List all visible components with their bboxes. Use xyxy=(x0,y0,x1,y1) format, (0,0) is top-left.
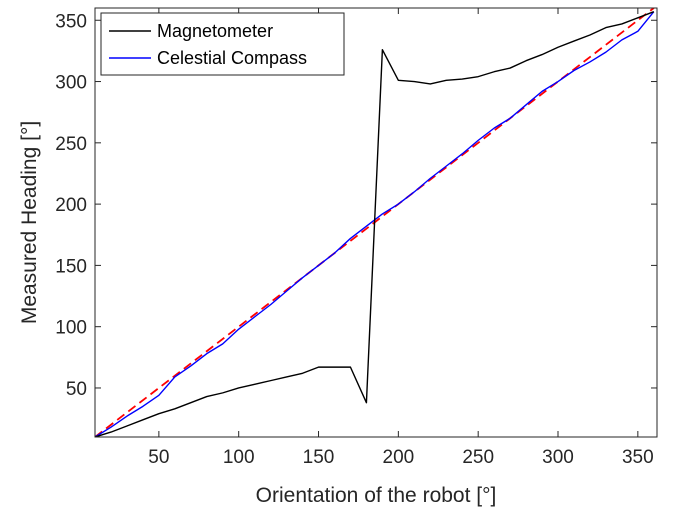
legend: Magnetometer Celestial Compass xyxy=(100,12,345,76)
x-tick-label: 200 xyxy=(383,447,415,468)
x-axis-label: Orientation of the robot [°] xyxy=(256,484,497,507)
y-axis-label: Measured Heading [°] xyxy=(18,121,41,324)
x-tick-label: 300 xyxy=(542,447,574,468)
x-tick-label: 100 xyxy=(223,447,255,468)
y-tick-label: 150 xyxy=(55,256,87,277)
plot-content xyxy=(95,8,655,437)
y-tick-label: 100 xyxy=(55,318,87,339)
y-tick-label: 300 xyxy=(55,73,87,94)
x-tick-label: 250 xyxy=(462,447,494,468)
axes: 50 100 150 200 250 300 350 50 100 150 200 250 300 350 xyxy=(55,7,658,468)
legend-label-celestial-compass: Celestial Compass xyxy=(157,48,307,68)
y-tick-label: 350 xyxy=(55,11,87,32)
x-tick-label: 50 xyxy=(148,447,169,468)
axes-box xyxy=(94,7,658,438)
y-tick-label: 50 xyxy=(66,379,87,400)
legend-box xyxy=(100,12,345,76)
series-line-magnetometer xyxy=(95,11,655,437)
legend-label-magnetometer: Magnetometer xyxy=(157,21,273,41)
y-tick-label: 200 xyxy=(55,195,87,216)
x-tick-label: 350 xyxy=(622,447,654,468)
y-tick-label: 250 xyxy=(55,134,87,155)
x-tick-label: 150 xyxy=(303,447,335,468)
